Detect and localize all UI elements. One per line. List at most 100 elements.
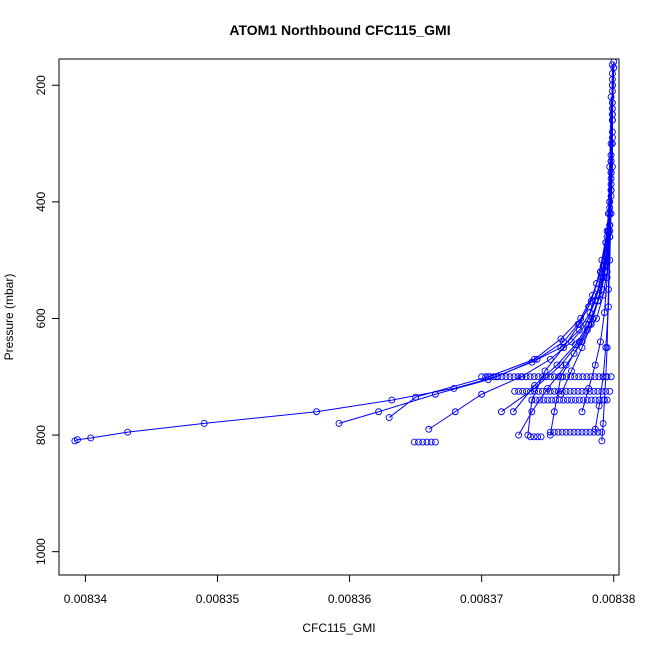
band-point: [530, 433, 538, 441]
band-point: [562, 428, 570, 436]
data-point: [607, 186, 615, 194]
plot-region: [71, 59, 618, 446]
band-point: [566, 428, 574, 436]
data-point: [313, 408, 320, 416]
y-axis-label: Pressure (mbar): [2, 274, 16, 361]
band-point: [519, 387, 527, 395]
data-point: [557, 335, 565, 343]
data-point: [557, 361, 565, 369]
data-point: [608, 116, 616, 124]
band-point: [544, 396, 552, 404]
band-point: [587, 373, 595, 381]
band-point: [550, 428, 558, 436]
band-point: [590, 387, 598, 395]
band-point: [540, 396, 548, 404]
band-point: [478, 373, 486, 381]
band-point: [562, 387, 570, 395]
data-point: [608, 105, 616, 113]
band-point: [527, 433, 534, 441]
data-point: [385, 414, 393, 422]
data-point: [124, 428, 132, 436]
data-point: [546, 355, 554, 363]
band-point: [598, 387, 606, 395]
band-point: [560, 396, 567, 404]
data-point: [200, 419, 208, 427]
data-point: [608, 163, 616, 171]
x-tick-label: 0.00838: [592, 592, 636, 606]
data-point: [550, 408, 558, 416]
band-point: [574, 428, 582, 436]
y-tick-label: 400: [34, 192, 48, 212]
band-point: [506, 373, 514, 381]
data-point: [562, 361, 570, 369]
band-point: [579, 373, 587, 381]
band-point: [575, 396, 583, 404]
data-point: [515, 431, 523, 439]
data-point: [599, 419, 607, 427]
y-tick-label: 1000: [34, 538, 48, 565]
band-point: [568, 396, 575, 404]
series-line-10: [501, 108, 613, 413]
data-point: [412, 393, 420, 401]
band-point: [552, 396, 560, 404]
band-point: [538, 373, 546, 381]
band-point: [599, 396, 607, 404]
band-point: [579, 396, 587, 404]
band-point: [587, 396, 595, 404]
data-point: [597, 338, 604, 346]
band-point: [482, 373, 490, 381]
x-tick-label: 0.00835: [196, 592, 240, 606]
band-point: [586, 387, 594, 395]
data-point: [587, 297, 595, 305]
data-point: [610, 64, 618, 72]
band-point: [490, 373, 498, 381]
band-point: [423, 438, 431, 446]
band-point: [537, 433, 545, 441]
band-point: [607, 373, 615, 381]
data-point: [608, 75, 616, 83]
data-point: [603, 274, 611, 282]
band-point: [550, 387, 558, 395]
data-point: [595, 291, 603, 299]
data-point: [560, 344, 567, 352]
band-point: [410, 438, 418, 446]
data-point: [528, 408, 536, 416]
band-point: [536, 396, 544, 404]
data-point: [598, 437, 606, 445]
series-line-8: [518, 79, 613, 436]
series-line-11: [560, 120, 613, 395]
data-point: [578, 344, 586, 352]
band-point: [583, 373, 591, 381]
band-point: [527, 387, 534, 395]
band-point: [578, 387, 586, 395]
band-point: [530, 373, 538, 381]
band-point: [575, 373, 583, 381]
band-point: [578, 428, 586, 436]
band-point: [559, 373, 566, 381]
band-point: [591, 373, 599, 381]
band-point: [511, 387, 519, 395]
band-point: [555, 373, 562, 381]
band-point: [534, 373, 542, 381]
data-point: [575, 338, 583, 346]
data-point: [602, 344, 610, 352]
data-point: [87, 434, 95, 442]
band-point: [606, 387, 614, 395]
band-point: [419, 438, 427, 446]
data-point: [478, 390, 486, 398]
band-point: [494, 373, 502, 381]
band-point: [522, 373, 530, 381]
x-tick-label: 0.00834: [64, 592, 108, 606]
data-point: [608, 128, 616, 136]
band-point: [531, 387, 538, 395]
y-tick-label: 200: [34, 75, 48, 95]
band-point: [594, 428, 602, 436]
band-point: [510, 373, 518, 381]
x-axis: 0.00834 0.00835 0.00836 0.00837 0.00838: [64, 575, 636, 606]
band-point: [603, 396, 611, 404]
data-point: [71, 437, 79, 445]
band-point: [502, 373, 510, 381]
band-point: [554, 428, 562, 436]
band-point: [427, 438, 435, 446]
